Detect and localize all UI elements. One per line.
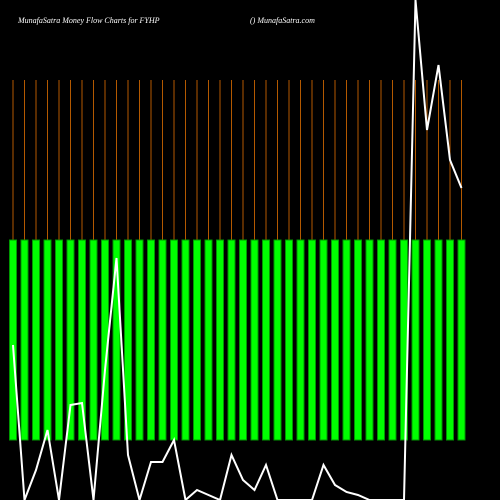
money-flow-line <box>12 0 463 500</box>
bar <box>285 239 293 441</box>
bar <box>365 239 374 441</box>
bar <box>434 239 443 441</box>
bar <box>227 239 236 441</box>
bar <box>20 239 29 441</box>
bar <box>135 239 144 441</box>
bar <box>43 239 52 441</box>
bar <box>66 239 75 441</box>
bar <box>331 239 339 441</box>
bar <box>308 239 316 441</box>
bar <box>423 239 431 441</box>
bar <box>193 239 201 441</box>
bar <box>9 239 17 441</box>
bar <box>296 239 305 441</box>
bar <box>354 239 362 441</box>
bar <box>204 239 213 441</box>
bar <box>342 239 351 441</box>
bar <box>262 239 270 441</box>
bar <box>32 239 40 441</box>
bar <box>181 239 190 441</box>
bar <box>239 239 247 441</box>
bar <box>446 239 454 441</box>
bar <box>55 239 63 441</box>
bar <box>273 239 282 441</box>
bar <box>411 239 420 441</box>
chart-subtitle: () MunafaSatra.com <box>250 16 315 25</box>
bar <box>158 239 167 441</box>
bar <box>319 239 328 441</box>
bar <box>388 239 397 441</box>
bar <box>250 239 259 441</box>
bar <box>170 239 178 441</box>
bar <box>377 239 385 441</box>
bar <box>457 239 466 441</box>
bar <box>112 239 121 441</box>
chart-title: MunafaSatra Money Flow Charts for FYHP <box>17 16 160 25</box>
bar <box>89 239 98 441</box>
bar <box>78 239 86 441</box>
bar <box>216 239 224 441</box>
bar <box>147 239 155 441</box>
